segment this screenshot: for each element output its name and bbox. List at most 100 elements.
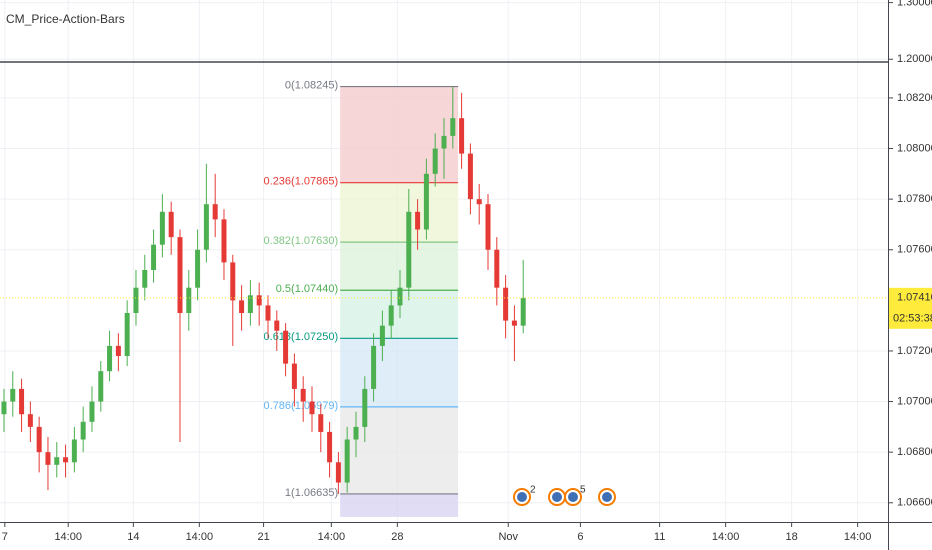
fib-label: 1(1.06635) bbox=[285, 487, 338, 499]
candle-body bbox=[98, 371, 104, 402]
candle-body bbox=[80, 421, 86, 440]
fib-label: 0.786(1.06979) bbox=[264, 400, 339, 412]
y-tick-label: 1.07600 bbox=[897, 244, 932, 256]
candle-body bbox=[168, 211, 174, 238]
x-tick-label: 14 bbox=[127, 531, 139, 543]
candle-body bbox=[379, 325, 385, 346]
x-tick-label: 14:00 bbox=[54, 531, 82, 543]
candle-body bbox=[494, 249, 500, 288]
candle-body bbox=[221, 219, 227, 263]
event-count: 5 bbox=[580, 485, 586, 496]
event-icon bbox=[517, 492, 527, 502]
candle-body bbox=[371, 345, 377, 389]
candle-body bbox=[186, 287, 192, 314]
last-price-box bbox=[889, 287, 932, 329]
candle-body bbox=[511, 320, 517, 326]
x-tick-label: 14:00 bbox=[844, 531, 872, 543]
candle-body bbox=[71, 439, 77, 463]
candle-body bbox=[151, 244, 157, 270]
candle-body bbox=[19, 388, 25, 415]
candle-body bbox=[54, 457, 60, 465]
candle-body bbox=[300, 388, 306, 402]
y-tick-label: 1.07200 bbox=[897, 345, 932, 357]
candle-body bbox=[406, 211, 412, 288]
candle-body bbox=[124, 313, 130, 357]
candles bbox=[1, 86, 526, 494]
candle-body bbox=[309, 401, 315, 415]
candle-body bbox=[212, 204, 218, 220]
candle-body bbox=[265, 305, 271, 321]
candle-body bbox=[397, 287, 403, 306]
candle-body bbox=[388, 305, 394, 326]
fib-label: 0.618(1.07250) bbox=[264, 331, 339, 343]
fib-zone bbox=[340, 406, 459, 494]
fib-zone bbox=[340, 338, 459, 407]
candle-body bbox=[1, 401, 7, 415]
fib-zone bbox=[340, 493, 459, 517]
x-tick-label: 6 bbox=[577, 531, 583, 543]
y-tick-label: 1.08000 bbox=[897, 142, 932, 154]
fib-zone bbox=[340, 86, 459, 183]
candle-body bbox=[247, 295, 253, 314]
candle-body bbox=[476, 199, 482, 205]
candle-body bbox=[177, 237, 183, 314]
candle-body bbox=[503, 287, 509, 321]
candle-body bbox=[335, 462, 341, 483]
event-count: 2 bbox=[530, 485, 536, 496]
x-tick-label: Nov bbox=[498, 531, 518, 543]
candle-body bbox=[63, 457, 69, 463]
event-icon bbox=[552, 492, 562, 502]
candle-body bbox=[274, 320, 280, 331]
candle-body bbox=[107, 345, 113, 372]
candle-body bbox=[195, 249, 201, 288]
candle-body bbox=[239, 300, 245, 314]
candle-body bbox=[203, 204, 209, 250]
countdown: 02:53:38 bbox=[893, 313, 932, 325]
candle-body bbox=[467, 153, 473, 200]
candle-body bbox=[459, 118, 465, 154]
candle-body bbox=[344, 439, 350, 483]
fib-label: 0(1.08245) bbox=[285, 79, 338, 91]
y-tick-label: 1.06600 bbox=[897, 497, 932, 509]
candle-body bbox=[415, 211, 421, 230]
candle-body bbox=[115, 345, 121, 357]
candle-body bbox=[450, 118, 456, 136]
event-icon bbox=[602, 492, 612, 502]
fib-label: 0.382(1.07630) bbox=[264, 235, 339, 247]
candle-body bbox=[133, 287, 139, 314]
candle-body bbox=[36, 426, 42, 453]
fib-retracement: 0(1.08245) 0.236(1.07865) 0.382(1.07630) 0.… bbox=[264, 79, 459, 517]
candle-body bbox=[10, 388, 16, 402]
candle-body bbox=[353, 426, 359, 440]
candle-body bbox=[27, 414, 33, 427]
candle-body bbox=[89, 401, 95, 422]
x-tick-label: 7 bbox=[2, 531, 8, 543]
x-tick-label: 14:00 bbox=[318, 531, 346, 543]
candle-body bbox=[318, 414, 324, 432]
fib-label: 0.236(1.07865) bbox=[264, 176, 339, 188]
x-tick-label: 14:00 bbox=[712, 531, 740, 543]
x-tick-label: 21 bbox=[257, 531, 269, 543]
y-tick-label: 1.06800 bbox=[897, 446, 932, 458]
fib-label: 0.5(1.07440) bbox=[276, 283, 338, 295]
candle-body bbox=[230, 262, 236, 301]
fib-zone bbox=[340, 242, 459, 291]
candle-body bbox=[432, 148, 438, 174]
x-tick-label: 11 bbox=[654, 531, 665, 543]
candle-body bbox=[485, 204, 491, 250]
candle-body bbox=[142, 269, 148, 288]
candle-body bbox=[520, 297, 526, 326]
y-tick-label: 1.30000 bbox=[897, 0, 932, 9]
candle-body bbox=[441, 135, 447, 149]
candle-body bbox=[362, 388, 368, 427]
candle-body bbox=[256, 295, 262, 306]
candle-body bbox=[291, 363, 297, 389]
x-tick-label: 14:00 bbox=[186, 531, 214, 543]
x-tick-label: 28 bbox=[391, 531, 403, 543]
y-tick-label: 1.08200 bbox=[897, 92, 932, 104]
y-tick-label: 1.20000 bbox=[897, 53, 932, 65]
event-icon bbox=[568, 492, 578, 502]
